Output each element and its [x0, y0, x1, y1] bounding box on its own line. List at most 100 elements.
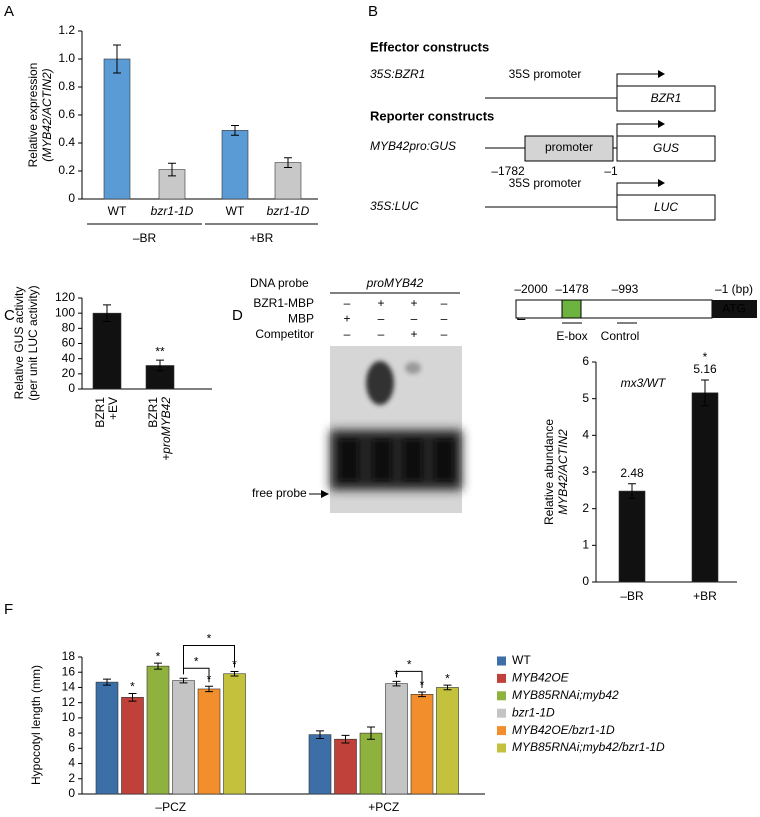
bar: [691, 392, 719, 583]
error-bar: [103, 304, 111, 323]
legend-swatch: [497, 691, 506, 701]
bar: [197, 688, 221, 795]
bar: [410, 693, 434, 795]
legend-label: MYB42OE/bzr1-1D: [512, 723, 615, 737]
error-bar: [103, 678, 111, 686]
chart-title: mx3/WT: [621, 376, 667, 390]
lane-sign: –: [411, 312, 418, 326]
bar: [359, 732, 383, 795]
bar: [92, 312, 122, 390]
construct-name: MYB42pro:GUS: [370, 139, 456, 153]
bar: [436, 687, 459, 795]
y-tick-label: 16: [62, 664, 76, 678]
x-tick-label: +proMYB42: [159, 397, 173, 461]
bracket-label: *: [194, 654, 199, 668]
significance-bracket: [183, 667, 210, 683]
error-bar: [367, 726, 375, 740]
arrow-head: [658, 120, 665, 128]
y-tick-label: 80: [62, 321, 76, 335]
error-bar: [316, 730, 324, 739]
lane-sign: –: [441, 327, 448, 341]
y-axis-label: Relative GUS activity: [12, 287, 26, 400]
y-tick-label: 4: [582, 428, 589, 442]
arrow-head: [658, 179, 665, 187]
arrow-head: [658, 70, 665, 78]
y-tick-label: 1.2: [58, 23, 75, 37]
bracket-label: *: [207, 632, 212, 646]
legend-label: WT: [512, 653, 531, 667]
significance: *: [445, 671, 450, 685]
error-bar: [701, 379, 709, 407]
bar: [158, 169, 186, 200]
y-tick-label: 6: [68, 741, 75, 755]
y-tick-label: 0: [68, 381, 75, 395]
gene-label: LUC: [654, 200, 678, 214]
significance: *: [703, 350, 708, 364]
row-label: BZR1-MBP: [253, 296, 314, 310]
value-label: 2.48: [620, 466, 644, 480]
bar: [172, 680, 195, 795]
ebox-label: E-box: [556, 329, 587, 343]
position-label: –1782: [491, 164, 525, 178]
error-bar: [156, 359, 164, 372]
y-tick-label: 20: [62, 366, 76, 380]
lane-sign: –: [344, 296, 351, 310]
bar: [103, 58, 131, 200]
x-tick-label: +PCZ: [368, 800, 399, 814]
x-tick-label: WT: [108, 204, 127, 218]
significance: **: [155, 344, 165, 358]
legend-swatch: [497, 673, 506, 683]
error-bar: [341, 734, 350, 744]
probe-name: proMYB42: [366, 276, 424, 290]
bar: [223, 673, 246, 795]
error-bar: [392, 680, 401, 687]
error-bar: [179, 677, 188, 684]
x-tick-label: bzr1-1D: [151, 204, 194, 218]
construct-name: 35S:BZR1: [370, 67, 425, 81]
error-bar: [284, 157, 292, 168]
x-tick-label: –PCZ: [155, 800, 186, 814]
gel-image: [330, 346, 462, 513]
bar: [334, 738, 357, 795]
y-tick-label: 18: [62, 649, 76, 663]
y-tick-label: 0: [582, 574, 589, 588]
y-axis-label: Relative abundance: [542, 419, 556, 525]
tss-arrow: [616, 123, 658, 136]
bar: [308, 734, 332, 795]
promoter-box: [524, 135, 614, 162]
y-axis-label: Hypocotyl length (mm): [29, 665, 43, 785]
y-tick-label: 2: [582, 501, 589, 515]
y-tick-label: 120: [55, 290, 75, 304]
row-label: MBP: [288, 312, 314, 326]
significance-bracket: [183, 644, 235, 675]
x-tick-label: +BR: [693, 589, 717, 603]
free-probe-label: free probe: [252, 486, 307, 500]
panel-letter: D: [232, 307, 243, 324]
legend-swatch: [497, 656, 506, 666]
section-heading: Effector constructs: [370, 39, 489, 54]
y-tick-label: 3: [582, 464, 589, 478]
y-tick-label: 2: [68, 771, 75, 785]
error-bar: [418, 691, 426, 698]
position-label: –993: [612, 282, 639, 296]
lane-sign: +: [410, 296, 417, 310]
bar: [274, 162, 302, 200]
y-tick-label: 4: [68, 756, 75, 770]
lane-sign: +: [410, 327, 417, 341]
y-axis-label: MYB42/ACTIN2: [556, 429, 570, 515]
significance: *: [156, 649, 161, 663]
y-tick-label: 10: [62, 710, 76, 724]
group-label: +BR: [250, 231, 274, 245]
bar: [146, 665, 170, 795]
error-bar: [443, 684, 452, 691]
y-tick-label: 0.6: [58, 107, 75, 121]
significance-bracket: [396, 670, 423, 689]
y-tick-label: 60: [62, 336, 76, 350]
legend-swatch: [497, 708, 506, 718]
y-axis-label: Relative expression: [26, 63, 40, 168]
x-tick-label: BZR1: [146, 397, 160, 428]
y-axis-label: (MYB42/ACTIN2): [40, 68, 54, 161]
x-tick-label: bzr1-1D: [267, 204, 310, 218]
promoter-label: 35S promoter: [509, 176, 582, 190]
